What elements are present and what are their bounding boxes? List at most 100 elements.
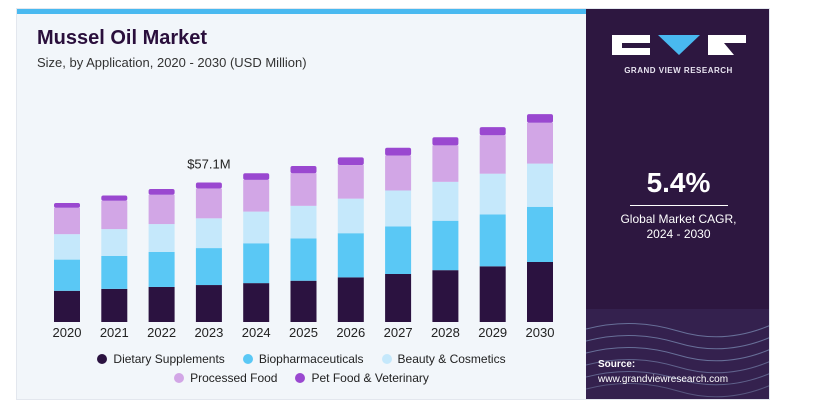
- chart-subtitle: Size, by Application, 2020 - 2030 (USD M…: [37, 55, 307, 70]
- bar-segment-2028-4: [432, 137, 459, 146]
- legend-label: Biopharmaceuticals: [258, 352, 364, 366]
- bar-segment-2024-4: [243, 173, 270, 180]
- bar-segment-2026-1: [337, 233, 364, 278]
- data-label: $57.1M: [187, 157, 230, 172]
- bar-segment-2030-4: [527, 114, 553, 123]
- bar-segment-2025-4: [290, 166, 317, 174]
- x-tick-label: 2030: [526, 325, 555, 340]
- legend-item: Beauty & Cosmetics: [381, 352, 506, 366]
- bar-segment-2029-0: [479, 266, 506, 322]
- legend-item: Processed Food: [174, 371, 277, 385]
- bar-segment-2020-1: [54, 259, 80, 291]
- legend-swatch-icon: [242, 354, 253, 364]
- bar-segment-2029-1: [479, 214, 506, 267]
- bar-segment-2022-0: [148, 286, 175, 322]
- legend-item: Pet Food & Veterinary: [295, 371, 429, 385]
- bar-segment-2023-1: [195, 248, 222, 286]
- bar-segment-2029-4: [479, 127, 506, 136]
- x-tick-label: 2027: [384, 325, 413, 340]
- bar-segment-2025-3: [290, 173, 317, 206]
- source-url[interactable]: www.grandviewresearch.com: [598, 374, 729, 385]
- bar-segment-2023-3: [195, 188, 222, 219]
- bar-segment-2020-4: [54, 202, 80, 208]
- x-tick-label: 2028: [431, 325, 460, 340]
- legend-row-1: Dietary Supplements Biopharmaceuticals Bea…: [17, 352, 586, 366]
- bar-segment-2028-0: [432, 270, 459, 322]
- bar-segment-2026-4: [337, 157, 364, 166]
- cagr-label-text: Global Market CAGR,: [620, 212, 737, 226]
- legend-label: Beauty & Cosmetics: [397, 352, 506, 366]
- bar-segment-2026-2: [337, 198, 364, 234]
- sidebar-panel: GRAND VIEW RESEARCH 5.4% Global Market C…: [586, 9, 769, 399]
- legend-swatch-icon: [174, 373, 185, 383]
- bar-segment-2026-0: [337, 277, 364, 322]
- cagr-divider: [630, 205, 728, 206]
- bar-segment-2023-2: [195, 218, 222, 249]
- bar-segment-2021-0: [101, 288, 128, 322]
- legend-row-2: Processed Food Pet Food & Veterinary: [17, 371, 586, 385]
- x-tick-label: 2020: [53, 325, 82, 340]
- bar-segment-2021-2: [101, 229, 128, 256]
- bar-segment-2024-1: [243, 243, 270, 284]
- legend-swatch-icon: [381, 354, 392, 364]
- bar-segment-2028-1: [432, 220, 459, 271]
- legend-item: Dietary Supplements: [97, 352, 225, 366]
- bar-segment-2027-1: [385, 226, 412, 274]
- x-tick-label: 2022: [147, 325, 176, 340]
- bar-segment-2030-3: [527, 122, 553, 164]
- bar-segment-2024-0: [243, 283, 270, 322]
- bar-segment-2028-2: [432, 181, 459, 221]
- legend-swatch-icon: [97, 354, 108, 364]
- bar-segment-2022-4: [148, 189, 175, 195]
- bar-segment-2020-2: [54, 234, 80, 260]
- bar-segment-2025-1: [290, 238, 317, 281]
- wave-decoration: [586, 309, 769, 399]
- bar-segment-2022-1: [148, 251, 175, 287]
- chart-card: Mussel Oil Market Size, by Application, …: [16, 8, 770, 400]
- stacked-bar-chart: 2020 2021 2022 2023 2024 2025 2026 2027 2028 2029…: [53, 114, 555, 340]
- bar-segment-2027-3: [385, 155, 412, 191]
- bar-segment-2025-2: [290, 205, 317, 239]
- bar-segment-2027-4: [385, 147, 412, 156]
- bar-segment-2023-0: [195, 285, 222, 322]
- legend-label: Processed Food: [190, 371, 278, 385]
- legend-item: Biopharmaceuticals: [242, 352, 364, 366]
- cagr-period: 2024 - 2030: [646, 227, 711, 241]
- bar-segment-2029-2: [479, 173, 506, 215]
- bar-segment-2023-4: [195, 182, 222, 189]
- x-tick-label: 2021: [100, 325, 129, 340]
- bar-segment-2030-2: [527, 163, 553, 207]
- bar-segment-2021-3: [101, 200, 128, 230]
- bar-segment-2020-3: [54, 207, 80, 235]
- bar-segment-2030-0: [527, 262, 553, 322]
- bar-segment-2030-1: [527, 206, 553, 262]
- x-tick-label: 2025: [289, 325, 318, 340]
- grand-view-research-logo-icon: [612, 35, 746, 55]
- bar-segment-2025-0: [290, 280, 317, 322]
- legend-label: Dietary Supplements: [113, 352, 225, 366]
- legend-label: Pet Food & Veterinary: [311, 371, 429, 385]
- legend-swatch-icon: [295, 373, 306, 383]
- bar-segment-2020-0: [54, 290, 80, 322]
- bar-segment-2024-3: [243, 179, 270, 212]
- bar-segment-2024-2: [243, 211, 270, 244]
- bar-segment-2022-2: [148, 224, 175, 252]
- bar-segment-2027-2: [385, 190, 412, 227]
- bar-segment-2029-3: [479, 135, 506, 174]
- x-tick-label: 2024: [242, 325, 271, 340]
- x-tick-label: 2029: [478, 325, 507, 340]
- bar-segment-2026-3: [337, 165, 364, 199]
- x-tick-label: 2023: [194, 325, 223, 340]
- cagr-label: Global Market CAGR, 2024 - 2030: [586, 212, 769, 242]
- bar-segment-2022-3: [148, 194, 175, 225]
- bar-segment-2021-1: [101, 256, 128, 289]
- source-label: Source:: [598, 359, 636, 370]
- brand-name: GRAND VIEW RESEARCH: [624, 66, 733, 75]
- bar-segment-2021-4: [101, 195, 128, 201]
- x-tick-label: 2026: [336, 325, 365, 340]
- bar-segment-2027-0: [385, 274, 412, 322]
- cagr-value: 5.4%: [646, 167, 711, 198]
- bar-segment-2028-3: [432, 145, 459, 182]
- accent-bar: [17, 9, 586, 14]
- chart-title: Mussel Oil Market: [37, 27, 208, 49]
